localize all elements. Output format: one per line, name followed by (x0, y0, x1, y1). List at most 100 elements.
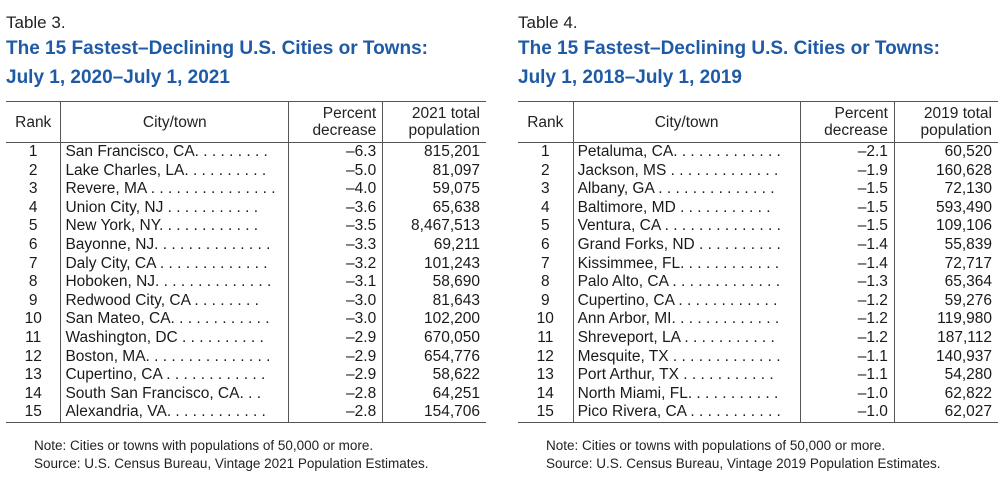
rank-cell: 14 (6, 384, 62, 404)
rank-cell: 15 (518, 403, 574, 423)
city-cell: Lake Charles, LA. . . . . . . . . . (60, 161, 290, 181)
population-cell: 140,937 (935, 347, 992, 365)
population-cell: 654,776 (423, 347, 480, 365)
city-cell: Hoboken, NJ. . . . . . . . . . . . . . (60, 273, 290, 292)
percent-cell: –1.0 (800, 384, 895, 404)
percent-cell: –1.9 (800, 161, 895, 181)
rank-header: Rank (6, 101, 62, 143)
city-cell: Jackson, MS . . . . . . . . . . . . . (573, 161, 801, 181)
percent-cell: –3.0 (288, 291, 384, 311)
rank-cell: 7 (518, 254, 574, 274)
city-cell: Shreveport, LA . . . . . . . . . . . (573, 328, 801, 348)
table-row: 9 Cupertino, CA . . . . . . . . . . . . –1… (518, 291, 998, 311)
rank-cell: 8 (6, 273, 62, 292)
rank-cell: 6 (6, 235, 62, 255)
table-row: 5 Ventura, CA . . . . . . . . . . . . . .… (518, 217, 998, 236)
population-cell: 72,717 (944, 254, 992, 272)
population-cell: 593,490 (935, 198, 992, 216)
table-row: 3 Albany, GA . . . . . . . . . . . . . . –… (518, 180, 998, 199)
note-text: Note: Cities or towns with populations o… (546, 437, 886, 453)
table-notes: Note: Cities or towns with populations o… (518, 437, 1000, 473)
table-row: 12 Mesquite, TX . . . . . . . . . . . . .… (518, 347, 998, 367)
table-row: 11 Shreveport, LA . . . . . . . . . . . –1… (518, 328, 998, 348)
population-cell: 59,276 (944, 291, 992, 309)
table-row: 14 South San Francisco, CA. . . –2.8 64,251 (6, 384, 486, 404)
table-row: 7 Kissimmee, FL. . . . . . . . . . . . –1.… (518, 254, 998, 274)
city-cell: Pico Rivera, CA . . . . . . . . . . . (573, 403, 801, 423)
rank-cell: 12 (518, 347, 574, 367)
city-cell: Kissimmee, FL. . . . . . . . . . . . (573, 254, 801, 274)
percent-cell: –5.0 (288, 161, 384, 181)
percent-cell: –1.3 (800, 273, 895, 292)
population-cell: 54,280 (944, 366, 992, 384)
percent-cell: –3.5 (288, 217, 384, 236)
rank-cell: 13 (518, 366, 574, 385)
percent-cell: –3.6 (288, 198, 384, 218)
city-cell: San Francisco, CA. . . . . . . . . (60, 142, 290, 162)
table-label: Table 3. (6, 13, 66, 32)
table-row: 2 Lake Charles, LA. . . . . . . . . . –5.0… (6, 161, 486, 181)
table-body: 1 San Francisco, CA. . . . . . . . . –6.3 8… (6, 142, 486, 423)
population-cell: 8,467,513 (411, 217, 480, 235)
rank-cell: 3 (518, 180, 574, 199)
source-text: Source: U.S. Census Bureau, Vintage 2019… (546, 455, 941, 471)
population-cell: 119,980 (937, 310, 992, 328)
percent-cell: –1.0 (800, 403, 895, 423)
rank-cell: 3 (6, 180, 62, 199)
percent-cell: –1.1 (800, 366, 895, 385)
rank-cell: 15 (6, 403, 62, 423)
population-header: 2021 total population (382, 101, 486, 143)
table-row: 4 Baltimore, MD . . . . . . . . . . . –1.5… (518, 198, 998, 218)
table-row: 14 North Miami, FL. . . . . . . . . . . –1… (518, 384, 998, 404)
table-row: 13 Cupertino, CA . . . . . . . . . . . . –… (6, 366, 486, 385)
source-text: Source: U.S. Census Bureau, Vintage 2021… (34, 455, 429, 471)
city-cell: Grand Forks, ND . . . . . . . . . . (573, 235, 801, 255)
rank-cell: 11 (6, 328, 62, 348)
city-cell: Revere, MA . . . . . . . . . . . . . . . (60, 180, 290, 199)
rank-cell: 5 (6, 217, 62, 236)
percent-cell: –2.9 (288, 328, 384, 348)
population-cell: 81,097 (432, 161, 480, 179)
rank-cell: 4 (6, 198, 62, 218)
city-cell: Cupertino, CA . . . . . . . . . . . . (573, 291, 801, 311)
rank-cell: 7 (6, 254, 62, 274)
population-cell: 64,251 (432, 384, 480, 402)
city-cell: Ann Arbor, MI. . . . . . . . . . . . . (573, 310, 801, 329)
city-cell: San Mateo, CA. . . . . . . . . . . . (60, 310, 290, 329)
rank-cell: 14 (518, 384, 574, 404)
city-cell: Ventura, CA . . . . . . . . . . . . . . (573, 217, 801, 236)
city-cell: Petaluma, CA. . . . . . . . . . . . . (573, 142, 801, 162)
population-cell: 62,027 (894, 403, 998, 423)
percent-cell: –6.3 (288, 142, 384, 162)
percent-cell: –1.5 (800, 217, 895, 236)
table-row: 3 Revere, MA . . . . . . . . . . . . . . … (6, 180, 486, 199)
city-cell: Bayonne, NJ. . . . . . . . . . . . . . (60, 235, 290, 255)
percent-cell: –2.1 (800, 142, 895, 162)
population-cell: 59,075 (432, 180, 480, 198)
table-row: 6 Bayonne, NJ. . . . . . . . . . . . . . –… (6, 235, 486, 255)
population-cell: 72,130 (944, 180, 992, 198)
percent-header-line-2: decrease (312, 122, 377, 139)
rank-cell: 9 (518, 291, 574, 311)
population-header-line-1: 2019 total (923, 105, 992, 122)
data-table: Rank City/town Percent decrease 2019 tota… (518, 101, 998, 423)
table-row: 8 Hoboken, NJ. . . . . . . . . . . . . . –… (6, 273, 486, 292)
city-cell: Palo Alto, CA . . . . . . . . . . . . . (573, 273, 801, 292)
population-cell: 55,839 (944, 235, 992, 253)
city-cell: Mesquite, TX . . . . . . . . . . . . . (573, 347, 801, 367)
population-cell: 81,643 (432, 291, 480, 309)
table-label: Table 4. (518, 13, 578, 32)
table-row: 10 San Mateo, CA. . . . . . . . . . . . –3… (6, 310, 486, 329)
percent-header-line-1: Percent (834, 105, 888, 122)
table-title-line-2: July 1, 2018–July 1, 2019 (518, 67, 742, 88)
population-cell: 154,706 (382, 403, 486, 423)
header-row: Rank City/town Percent decrease 2019 tota… (518, 101, 998, 143)
table-notes: Note: Cities or towns with populations o… (6, 437, 494, 473)
percent-cell: –4.0 (288, 180, 384, 199)
rank-cell: 10 (518, 310, 574, 329)
percent-cell: –1.2 (800, 291, 895, 311)
percent-cell: –2.8 (288, 384, 384, 404)
percent-cell: –1.4 (800, 254, 895, 274)
city-cell: Redwood City, CA . . . . . . . . (60, 291, 290, 311)
city-cell: Washington, DC . . . . . . . . . . (60, 328, 290, 348)
